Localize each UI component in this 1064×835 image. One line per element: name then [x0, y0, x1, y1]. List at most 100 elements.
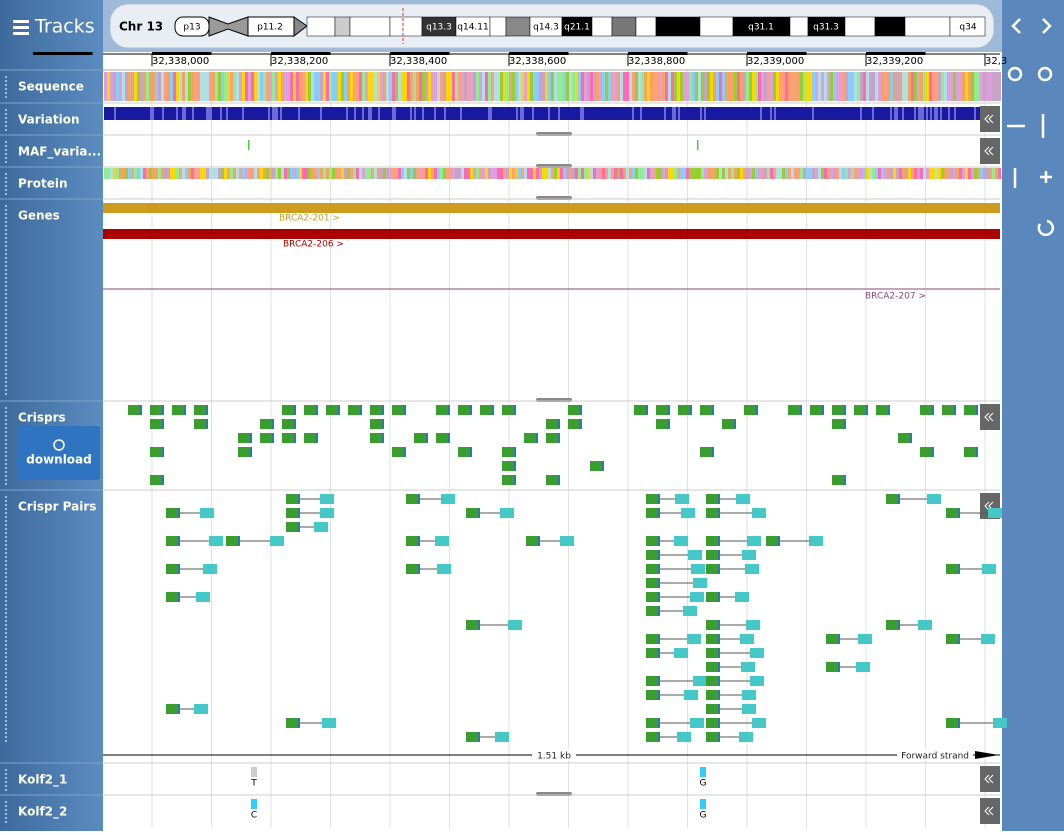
reset[interactable]	[1037, 219, 1055, 237]
crispr[interactable]	[646, 690, 660, 700]
crispr[interactable]	[706, 648, 720, 658]
crispr[interactable]	[826, 662, 840, 672]
crispr[interactable]	[441, 494, 455, 504]
crispr[interactable]	[688, 550, 702, 560]
crispr[interactable]	[946, 508, 960, 518]
nav-right[interactable]	[1042, 18, 1052, 34]
crispr[interactable]	[320, 494, 334, 504]
crispr[interactable]	[746, 620, 760, 630]
crispr[interactable]	[700, 405, 714, 415]
crispr[interactable]	[437, 564, 451, 574]
crispr[interactable]	[646, 648, 660, 658]
collapse[interactable]	[980, 798, 1000, 824]
crispr[interactable]	[741, 662, 755, 672]
crispr[interactable]	[832, 419, 846, 429]
crispr[interactable]	[690, 718, 704, 728]
track-label[interactable]: Crisprs	[18, 411, 66, 425]
crispr[interactable]	[194, 405, 208, 415]
crispr[interactable]	[691, 564, 705, 574]
crispr[interactable]	[788, 405, 802, 415]
crispr[interactable]	[681, 508, 695, 518]
collapse[interactable]	[980, 404, 1000, 430]
crispr[interactable]	[706, 536, 720, 546]
crispr[interactable]	[166, 536, 180, 546]
sidebar-title[interactable]: Tracks	[34, 16, 95, 38]
track-label[interactable]: Crispr Pairs	[18, 500, 96, 514]
crispr[interactable]	[286, 494, 300, 504]
crispr[interactable]	[693, 676, 707, 686]
crispr[interactable]	[166, 508, 180, 518]
crispr[interactable]	[706, 732, 720, 742]
crispr[interactable]	[196, 592, 210, 602]
crispr[interactable]	[634, 405, 648, 415]
crispr[interactable]	[646, 536, 660, 546]
crispr[interactable]	[172, 405, 186, 415]
crispr[interactable]	[524, 433, 538, 443]
crispr[interactable]	[500, 508, 514, 518]
crispr[interactable]	[348, 405, 362, 415]
crispr[interactable]	[458, 447, 472, 457]
crispr[interactable]	[810, 405, 824, 415]
crispr[interactable]	[546, 419, 560, 429]
crispr[interactable]	[406, 494, 420, 504]
crispr[interactable]	[706, 718, 720, 728]
crispr[interactable]	[436, 405, 450, 415]
crispr[interactable]	[706, 676, 720, 686]
zoom-out[interactable]	[1037, 66, 1053, 82]
crispr[interactable]	[560, 536, 574, 546]
crispr[interactable]	[706, 690, 720, 700]
crispr[interactable]	[502, 475, 516, 485]
crispr[interactable]	[286, 508, 300, 518]
crispr[interactable]	[194, 704, 208, 714]
download-button[interactable]	[18, 426, 100, 480]
crispr[interactable]	[370, 419, 384, 429]
crispr[interactable]	[736, 494, 750, 504]
track-label[interactable]: Kolf2_2	[18, 805, 67, 820]
crispr[interactable]	[744, 405, 758, 415]
crispr[interactable]	[920, 447, 934, 457]
crispr[interactable]	[677, 732, 691, 742]
crispr[interactable]	[392, 447, 406, 457]
crispr[interactable]	[832, 475, 846, 485]
crispr[interactable]	[370, 405, 384, 415]
crispr[interactable]	[406, 564, 420, 574]
crispr[interactable]	[886, 620, 900, 630]
crispr[interactable]	[752, 508, 766, 518]
track-label[interactable]: Genes	[18, 209, 60, 223]
crispr[interactable]	[200, 508, 214, 518]
crispr[interactable]	[646, 550, 660, 560]
crispr[interactable]	[739, 732, 753, 742]
crispr[interactable]	[646, 508, 660, 518]
crispr[interactable]	[646, 592, 660, 602]
crispr[interactable]	[946, 718, 960, 728]
crispr[interactable]	[646, 578, 660, 588]
crispr[interactable]	[675, 494, 689, 504]
crispr[interactable]	[722, 419, 736, 429]
crispr[interactable]	[646, 718, 660, 728]
crispr[interactable]	[742, 690, 756, 700]
crispr[interactable]	[946, 634, 960, 644]
crispr[interactable]	[982, 564, 996, 574]
crispr[interactable]	[166, 704, 180, 714]
crispr[interactable]	[480, 405, 494, 415]
crispr[interactable]	[590, 461, 604, 471]
crispr[interactable]	[706, 620, 720, 630]
crispr[interactable]	[747, 536, 761, 546]
crispr[interactable]	[706, 550, 720, 560]
crispr[interactable]	[854, 405, 868, 415]
crispr[interactable]	[260, 419, 274, 429]
crispr[interactable]	[993, 718, 1007, 728]
crispr[interactable]	[466, 508, 480, 518]
crispr[interactable]	[646, 732, 660, 742]
crispr[interactable]	[502, 447, 516, 457]
crispr[interactable]	[466, 620, 480, 630]
crispr[interactable]	[988, 508, 1002, 518]
crispr[interactable]	[693, 578, 707, 588]
crispr[interactable]	[238, 433, 252, 443]
crispr[interactable]	[826, 634, 840, 644]
crispr[interactable]	[314, 522, 328, 532]
crispr[interactable]	[920, 405, 934, 415]
menu-icon[interactable]	[13, 20, 29, 35]
crispr[interactable]	[646, 676, 660, 686]
crispr[interactable]	[742, 704, 756, 714]
